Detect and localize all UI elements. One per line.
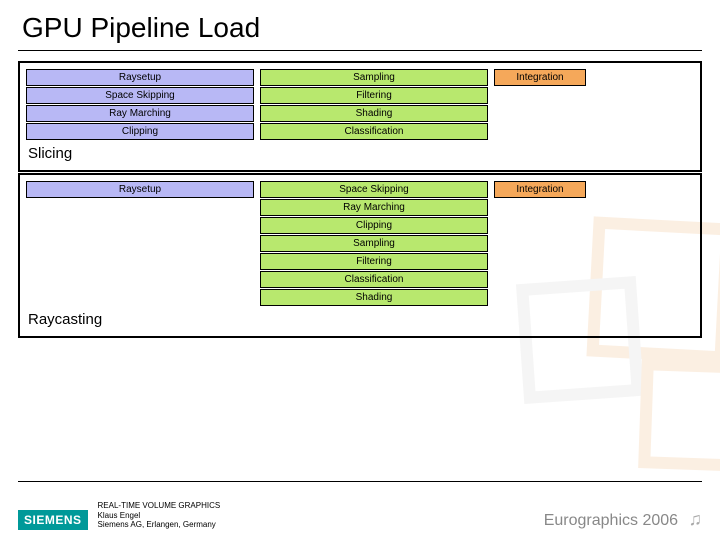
title-rule [18, 50, 702, 51]
footer-right: Eurographics 2006 ♫ [544, 509, 702, 530]
stage-box: Space Skipping [260, 181, 488, 198]
stage-box: Integration [494, 69, 586, 86]
panel2-col-vertex: Raysetup [26, 181, 254, 306]
panel-raycasting: Raysetup Space Skipping Ray Marching Cli… [18, 173, 702, 338]
stage-box: Raysetup [26, 69, 254, 86]
stage-box: Filtering [260, 87, 488, 104]
stage-box: Space Skipping [26, 87, 254, 104]
diagram-content: Raysetup Space Skipping Ray Marching Cli… [0, 61, 720, 338]
stage-box: Ray Marching [26, 105, 254, 122]
stage-box: Clipping [260, 217, 488, 234]
panel1-col-blend: Integration [494, 69, 586, 140]
stage-box: Integration [494, 181, 586, 198]
footer-left: SIEMENS REAL-TIME VOLUME GRAPHICS Klaus … [18, 501, 220, 530]
panel-slicing: Raysetup Space Skipping Ray Marching Cli… [18, 61, 702, 172]
footer-rule [18, 481, 702, 482]
footer: SIEMENS REAL-TIME VOLUME GRAPHICS Klaus … [18, 501, 702, 530]
section-label-slicing: Slicing [26, 141, 694, 164]
credit-line: Klaus Engel [98, 511, 221, 521]
note-icon: ♫ [689, 509, 703, 529]
stage-box: Shading [260, 105, 488, 122]
stage-box: Classification [260, 123, 488, 140]
stage-box: Filtering [260, 253, 488, 270]
conference-label: Eurographics 2006 [544, 512, 678, 529]
credit-line: Siemens AG, Erlangen, Germany [98, 520, 221, 530]
stage-box: Ray Marching [260, 199, 488, 216]
stage-box: Shading [260, 289, 488, 306]
section-label-raycasting: Raycasting [26, 307, 694, 330]
panel2-col-fragment: Space Skipping Ray Marching Clipping Sam… [260, 181, 488, 306]
panel2-col-blend: Integration [494, 181, 586, 306]
stage-box: Sampling [260, 69, 488, 86]
siemens-logo: SIEMENS [18, 510, 88, 530]
stage-box: Raysetup [26, 181, 254, 198]
credit-line: REAL-TIME VOLUME GRAPHICS [98, 501, 221, 511]
page-title: GPU Pipeline Load [0, 0, 720, 48]
footer-credits: REAL-TIME VOLUME GRAPHICS Klaus Engel Si… [98, 501, 221, 530]
stage-box: Classification [260, 271, 488, 288]
panel1-col-vertex: Raysetup Space Skipping Ray Marching Cli… [26, 69, 254, 140]
stage-box: Clipping [26, 123, 254, 140]
panel1-col-fragment: Sampling Filtering Shading Classificatio… [260, 69, 488, 140]
stage-box: Sampling [260, 235, 488, 252]
